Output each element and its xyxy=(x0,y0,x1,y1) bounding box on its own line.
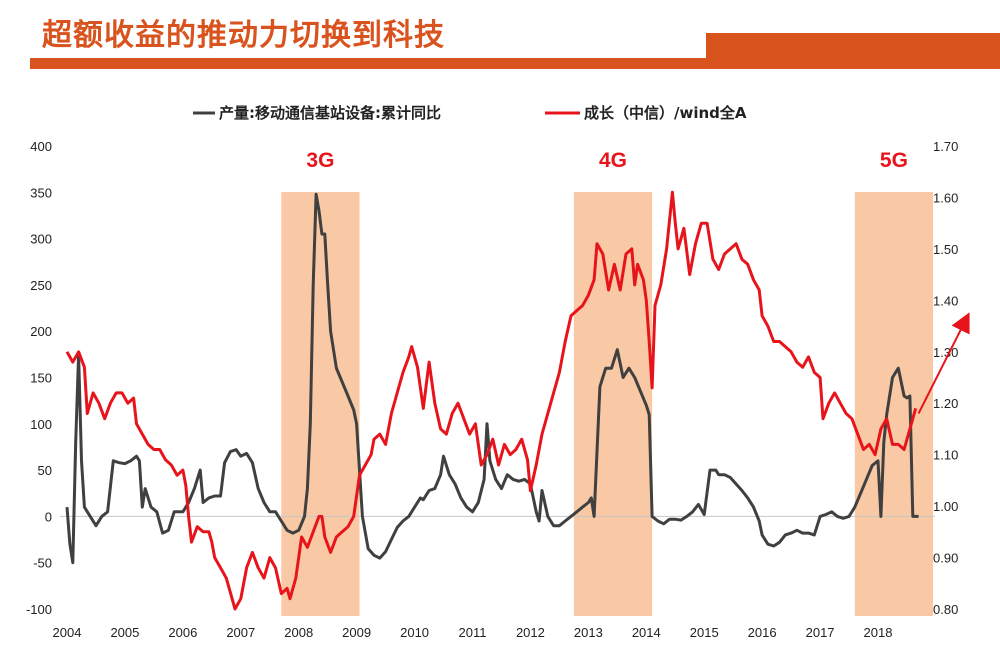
band-label-5g: 5G xyxy=(880,149,908,172)
band-layer xyxy=(281,192,934,616)
x-tick-label: 2011 xyxy=(459,625,487,640)
title-accent-tab xyxy=(706,33,1000,60)
y-right-tick-label: 1.10 xyxy=(933,448,958,463)
y-right-tick-label: 1.50 xyxy=(933,242,958,257)
x-tick-label: 2005 xyxy=(110,625,139,640)
left-axis: 400 350 300 250 200 150 100 50 0 -50 -100 xyxy=(26,139,52,617)
y-left-tick-label: 0 xyxy=(45,509,52,524)
y-left-tick-label: -50 xyxy=(33,556,52,571)
x-tick-label: 2007 xyxy=(226,625,255,640)
y-right-tick-label: 1.60 xyxy=(933,190,958,205)
band-5g xyxy=(854,192,934,616)
y-left-tick-label: 350 xyxy=(30,185,52,200)
x-tick-label: 2004 xyxy=(53,625,82,640)
y-right-tick-label: 0.80 xyxy=(933,602,958,617)
band-label-layer: 3G 4G 5G xyxy=(306,149,908,172)
band-label-3g: 3G xyxy=(306,149,334,172)
y-left-tick-label: -100 xyxy=(26,602,52,617)
y-left-tick-label: 300 xyxy=(30,232,52,247)
y-left-tick-label: 400 xyxy=(30,139,52,154)
y-right-tick-label: 1.00 xyxy=(933,499,958,514)
series-layer xyxy=(65,190,919,611)
legend-label-production: 产量:移动通信基站设备:累计同比 xyxy=(219,104,441,122)
trend-arrow xyxy=(917,312,970,414)
x-tick-label: 2015 xyxy=(690,625,719,640)
series-line-growth xyxy=(65,190,918,611)
x-tick-label: 2013 xyxy=(574,625,603,640)
y-left-tick-label: 200 xyxy=(30,324,52,339)
band-label-4g: 4G xyxy=(599,149,627,172)
legend-label-growth: 成长（中信）/wind全A xyxy=(584,104,747,122)
y-left-tick-label: 50 xyxy=(38,463,52,478)
x-tick-label: 2009 xyxy=(342,625,371,640)
title-underline-bar xyxy=(30,58,1000,69)
legend: 产量:移动通信基站设备:累计同比 成长（中信）/wind全A xyxy=(193,104,747,122)
x-axis: 2004 2005 2006 2007 2008 2009 2010 2011 2012 2013… xyxy=(53,625,893,640)
x-tick-label: 2018 xyxy=(864,625,893,640)
y-left-tick-label: 250 xyxy=(30,278,52,293)
x-tick-label: 2006 xyxy=(168,625,197,640)
x-tick-label: 2012 xyxy=(516,625,545,640)
y-right-tick-label: 1.40 xyxy=(933,293,958,308)
x-tick-label: 2017 xyxy=(806,625,835,640)
x-tick-label: 2014 xyxy=(632,625,661,640)
x-tick-label: 2008 xyxy=(284,625,313,640)
y-right-tick-label: 1.20 xyxy=(933,396,958,411)
series-line-production xyxy=(65,192,919,565)
y-left-tick-label: 150 xyxy=(30,371,52,386)
y-right-tick-label: 0.90 xyxy=(933,551,958,566)
page-title: 超额收益的推动力切换到科技 xyxy=(42,18,445,53)
right-axis: 1.701.601.501.401.301.201.101.000.900.80 xyxy=(933,139,958,617)
x-tick-label: 2016 xyxy=(748,625,777,640)
band-4g xyxy=(573,192,653,616)
band-3g xyxy=(281,192,360,616)
y-left-tick-label: 100 xyxy=(30,417,52,432)
y-right-tick-label: 1.70 xyxy=(933,139,958,154)
x-tick-label: 2010 xyxy=(400,625,429,640)
